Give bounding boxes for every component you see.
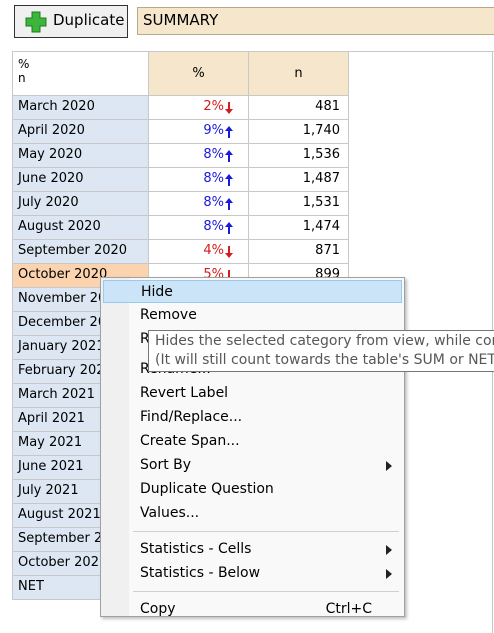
pct-cell: 4%	[148, 239, 249, 264]
tooltip-line: (It will still count towards the table's…	[155, 352, 494, 368]
pct-value: 8%	[203, 171, 224, 186]
plus-icon	[25, 11, 47, 33]
direction-arrow	[225, 102, 233, 114]
n-cell: 1,740	[248, 119, 349, 144]
corner-cell: % n	[12, 51, 149, 96]
pct-value: 4%	[203, 243, 224, 258]
row-label[interactable]: May 2020	[12, 143, 149, 168]
button-label: Duplicate	[53, 11, 125, 29]
menu-item[interactable]: Statistics - Cells	[103, 538, 402, 561]
direction-arrow	[225, 174, 233, 186]
name-text: SUMMARY	[143, 11, 219, 29]
menu-item-label: Copy	[140, 601, 176, 617]
menu-item-label: Find/Replace...	[140, 409, 243, 425]
pct-cell: 8%	[148, 191, 249, 216]
row-label[interactable]: September 2020	[12, 239, 149, 264]
menu-item-label: Revert Label	[140, 385, 229, 401]
menu-item-label: Sort By	[140, 457, 192, 473]
menu-item[interactable]: Hide	[103, 280, 402, 303]
menu-item-label: Statistics - Below	[140, 565, 261, 581]
menu-gutter	[101, 278, 129, 616]
n-value: 1,531	[302, 195, 340, 210]
menu-item-label: Duplicate Question	[140, 481, 274, 497]
pct-value: 9%	[203, 123, 224, 138]
n-cell: 1,474	[248, 215, 349, 240]
menu-item-label: Statistics - Cells	[140, 541, 252, 557]
name-field[interactable]: SUMMARY	[137, 7, 494, 35]
pct-cell: 8%	[148, 215, 249, 240]
pct-value: 8%	[203, 147, 224, 162]
direction-arrow	[225, 222, 233, 234]
menu-item[interactable]: Revert Label	[103, 382, 402, 405]
submenu-arrow	[386, 569, 392, 579]
menu-item[interactable]: Sort By	[103, 454, 402, 477]
direction-arrow	[225, 150, 233, 162]
direction-arrow	[225, 246, 233, 258]
submenu-arrow	[386, 545, 392, 555]
n-cell: 871	[248, 239, 349, 264]
corner-label: n	[18, 71, 26, 85]
direction-arrow	[225, 198, 233, 210]
tooltip: Hides the selected category from view, w…	[148, 330, 494, 372]
table-frame	[348, 51, 494, 52]
n-cell: 481	[248, 95, 349, 120]
menu-item[interactable]: Duplicate Question	[103, 478, 402, 501]
pct-cell: 8%	[148, 143, 249, 168]
n-value: 871	[315, 243, 340, 258]
pct-cell: 9%	[148, 119, 249, 144]
n-cell: 1,536	[248, 143, 349, 168]
row-label[interactable]: April 2020	[12, 119, 149, 144]
duplicate-button[interactable]: Duplicate	[14, 5, 128, 38]
n-cell: 1,531	[248, 191, 349, 216]
column-header: n	[248, 51, 349, 96]
column-header: %	[148, 51, 249, 96]
menu-separator	[133, 591, 399, 592]
context-menu: HideRemoveReRename...Revert LabelFind/Re…	[100, 277, 405, 617]
row-label[interactable]: June 2020	[12, 167, 149, 192]
menu-item[interactable]: Statistics - Below	[103, 562, 402, 585]
n-value: 481	[315, 99, 340, 114]
menu-shortcut: Ctrl+C	[325, 601, 372, 617]
menu-item[interactable]: Remove	[103, 304, 402, 327]
pct-cell: 2%	[148, 95, 249, 120]
menu-item-label: Hide	[141, 284, 173, 300]
menu-item-label: Remove	[140, 307, 197, 323]
row-label[interactable]: July 2020	[12, 191, 149, 216]
n-cell: 1,487	[248, 167, 349, 192]
menu-item-label: Create Span...	[140, 433, 240, 449]
tooltip-line: Hides the selected category from view, w…	[155, 333, 494, 349]
pct-value: 8%	[203, 195, 224, 210]
menu-item[interactable]: Values...	[103, 502, 402, 525]
menu-item[interactable]: Copy Ctrl+C	[103, 598, 402, 621]
menu-separator	[133, 531, 399, 532]
row-label[interactable]: August 2020	[12, 215, 149, 240]
corner-label: %	[18, 57, 30, 71]
menu-item[interactable]: Create Span...	[103, 430, 402, 453]
pct-value: 8%	[203, 219, 224, 234]
pct-cell: 8%	[148, 167, 249, 192]
n-value: 1,740	[302, 123, 340, 138]
submenu-arrow	[386, 461, 392, 471]
pct-value: 2%	[203, 99, 224, 114]
direction-arrow	[225, 126, 233, 138]
menu-item-label: Values...	[140, 505, 200, 521]
menu-item[interactable]: Find/Replace...	[103, 406, 402, 429]
n-value: 1,487	[302, 171, 340, 186]
n-value: 1,474	[302, 219, 340, 234]
n-value: 1,536	[302, 147, 340, 162]
row-label[interactable]: March 2020	[12, 95, 149, 120]
